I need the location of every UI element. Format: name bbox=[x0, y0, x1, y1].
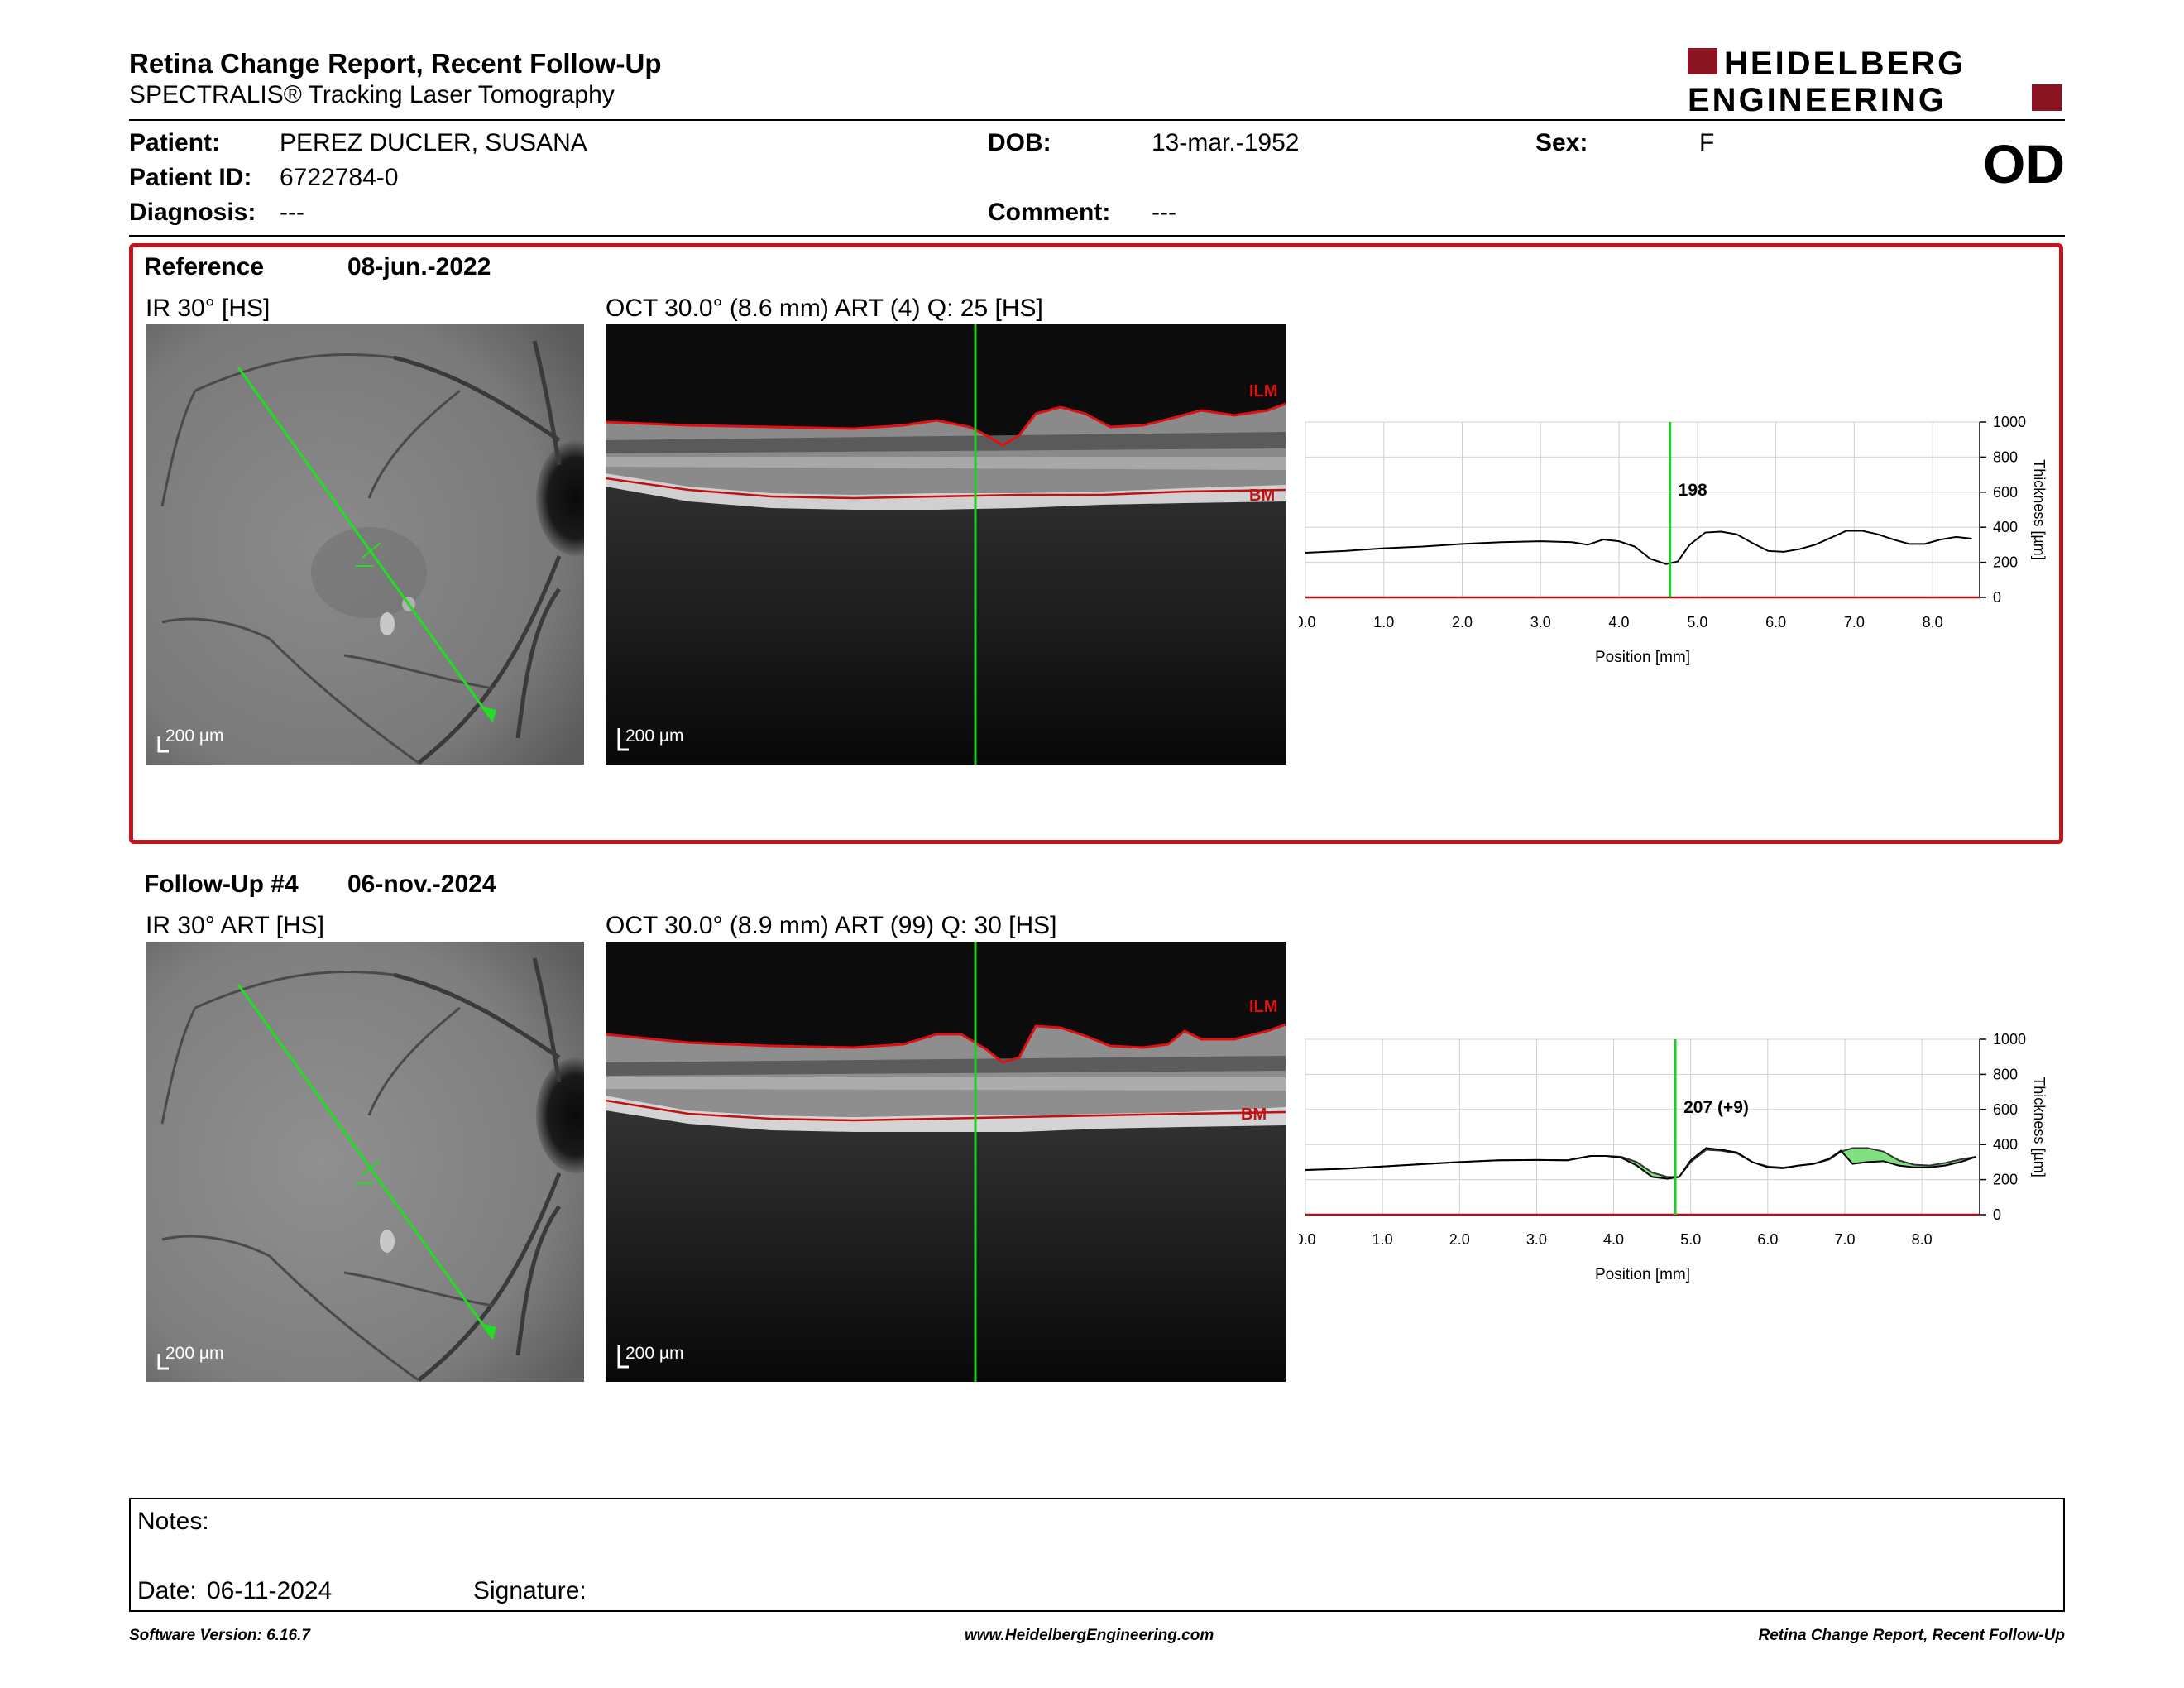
y-tick-label: 800 bbox=[1993, 1066, 2018, 1082]
reference-ir-label: IR 30° [HS] bbox=[146, 295, 271, 322]
y-tick-label: 800 bbox=[1993, 448, 2018, 465]
x-tick-label: 0.0 bbox=[1299, 1231, 1316, 1248]
header-divider bbox=[129, 119, 2065, 121]
followup-ir-label: IR 30° ART [HS] bbox=[146, 912, 324, 939]
x-tick-label: 6.0 bbox=[1765, 614, 1786, 631]
followup-ir-image: 200 µm bbox=[146, 942, 584, 1382]
plot-area bbox=[1305, 421, 1980, 598]
y-tick-label: 0 bbox=[1993, 1206, 2001, 1223]
reference-thickness-chart: 0.0 1.0 2.0 3.0 4.0 5.0 6.0 7.0 8.0 0 200 400 600 800… bbox=[1295, 405, 2076, 679]
x-tick-label: 3.0 bbox=[1526, 1231, 1547, 1248]
comment-label: Comment: bbox=[988, 199, 1111, 226]
reference-ir-image: 200 µm bbox=[146, 324, 584, 765]
x-tick-label: 6.0 bbox=[1757, 1231, 1778, 1248]
reference-label: Reference bbox=[144, 253, 265, 281]
followup-label: Follow-Up #4 bbox=[144, 870, 299, 898]
x-tick-label: 1.0 bbox=[1373, 614, 1394, 631]
diagnosis-value: --- bbox=[280, 199, 304, 226]
series-line bbox=[1305, 1147, 1976, 1180]
y-tick-label: 1000 bbox=[1993, 1031, 2026, 1048]
reference-oct-label: OCT 30.0° (8.6 mm) ART (4) Q: 25 [HS] bbox=[606, 295, 1043, 322]
x-tick-label: 4.0 bbox=[1609, 614, 1630, 631]
patient-id-label: Patient ID: bbox=[129, 164, 252, 191]
report-subtitle: SPECTRALIS® Tracking Laser Tomography bbox=[129, 81, 615, 108]
notes-label: Notes: bbox=[137, 1508, 209, 1535]
followup-bm-label: BM bbox=[1241, 1105, 1267, 1124]
y-tick-label: 600 bbox=[1993, 484, 2018, 501]
heidelberg-logo: HEIDELBERG ENGINEERING bbox=[1688, 45, 2065, 118]
x-tick-label: 5.0 bbox=[1680, 1231, 1701, 1248]
cursor-value-label: 198 bbox=[1679, 481, 1707, 500]
followup-oct-label: OCT 30.0° (8.9 mm) ART (99) Q: 30 [HS] bbox=[606, 912, 1057, 939]
reference-oct-scale: 200 µm bbox=[625, 727, 684, 746]
dob-value: 13-mar.-1952 bbox=[1152, 129, 1300, 156]
followup-oct-scale: 200 µm bbox=[625, 1344, 684, 1363]
patient-divider bbox=[129, 235, 2065, 237]
patient-id: 6722784-0 bbox=[280, 164, 399, 191]
y-axis-label: Thickness [µm] bbox=[2031, 1077, 2048, 1177]
date-label: Date: bbox=[137, 1577, 197, 1604]
plot-area bbox=[1305, 1038, 1980, 1216]
y-tick-label: 1000 bbox=[1993, 414, 2026, 430]
reference-date: 08-jun.-2022 bbox=[347, 253, 491, 281]
series-line bbox=[1305, 530, 1972, 565]
x-tick-label: 1.0 bbox=[1372, 1231, 1393, 1248]
dob-label: DOB: bbox=[988, 129, 1051, 156]
x-tick-label: 7.0 bbox=[1844, 614, 1865, 631]
y-tick-label: 400 bbox=[1993, 519, 2018, 535]
software-version: Software Version: 6.16.7 bbox=[129, 1627, 310, 1644]
y-axis-label: Thickness [µm] bbox=[2031, 459, 2048, 559]
cursor-value-label: 207 (+9) bbox=[1684, 1098, 1749, 1117]
y-tick-label: 400 bbox=[1993, 1136, 2018, 1153]
y-tick-label: 200 bbox=[1993, 554, 2018, 571]
x-axis-label: Position [mm] bbox=[1595, 649, 1690, 666]
patient-label: Patient: bbox=[129, 129, 221, 156]
followup-ilm-label: ILM bbox=[1249, 998, 1278, 1016]
reference-ilm-label: ILM bbox=[1249, 382, 1278, 400]
signature-label: Signature: bbox=[473, 1577, 587, 1604]
footer-url[interactable]: www.HeidelbergEngineering.com bbox=[965, 1627, 1214, 1644]
y-tick-label: 600 bbox=[1993, 1101, 2018, 1118]
change-area bbox=[1867, 1148, 1884, 1163]
notes-date: 06-11-2024 bbox=[207, 1577, 333, 1604]
x-tick-label: 8.0 bbox=[1912, 1231, 1933, 1248]
reference-ir-scale: 200 µm bbox=[165, 727, 224, 746]
x-axis-label: Position [mm] bbox=[1595, 1266, 1690, 1283]
x-tick-label: 3.0 bbox=[1530, 614, 1551, 631]
followup-date: 06-nov.-2024 bbox=[347, 870, 496, 898]
sex-value: F bbox=[1699, 129, 1715, 156]
eye-indicator: OD bbox=[1983, 133, 2065, 194]
change-area bbox=[1852, 1148, 1868, 1164]
patient-name: PEREZ DUCLER, SUSANA bbox=[280, 129, 587, 156]
comment-value: --- bbox=[1152, 199, 1176, 226]
y-tick-label: 0 bbox=[1993, 589, 2001, 606]
followup-oct-image: ILM BM 200 µm bbox=[606, 942, 1286, 1382]
followup-ir-scale: 200 µm bbox=[165, 1344, 224, 1363]
x-tick-label: 0.0 bbox=[1299, 614, 1316, 631]
followup-thickness-chart: 0.0 1.0 2.0 3.0 4.0 5.0 6.0 7.0 8.0 0 200 400 600 800… bbox=[1295, 1023, 2076, 1296]
reference-bm-label: BM bbox=[1249, 487, 1276, 505]
x-tick-label: 5.0 bbox=[1687, 614, 1707, 631]
reference-oct-image: ILM BM 200 µm bbox=[606, 324, 1286, 765]
logo-text-2: ENGINEERING bbox=[1688, 82, 1947, 114]
footer-report-name: Retina Change Report, Recent Follow-Up bbox=[1758, 1627, 2065, 1644]
reference-frame bbox=[129, 243, 2063, 844]
notes-box: Notes: Date: 06-11-2024 Signature: bbox=[129, 1498, 2065, 1612]
x-tick-label: 2.0 bbox=[1452, 614, 1473, 631]
x-tick-label: 4.0 bbox=[1603, 1231, 1624, 1248]
y-tick-label: 200 bbox=[1993, 1172, 2018, 1188]
x-tick-label: 8.0 bbox=[1923, 614, 1943, 631]
logo-text-1: HEIDELBERG bbox=[1724, 46, 1966, 82]
report-title: Retina Change Report, Recent Follow-Up bbox=[129, 48, 662, 79]
sex-label: Sex: bbox=[1535, 129, 1588, 156]
x-tick-label: 7.0 bbox=[1834, 1231, 1855, 1248]
x-tick-label: 2.0 bbox=[1449, 1231, 1470, 1248]
diagnosis-label: Diagnosis: bbox=[129, 199, 256, 226]
